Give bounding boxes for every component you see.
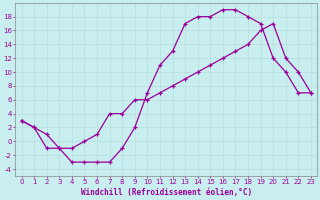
X-axis label: Windchill (Refroidissement éolien,°C): Windchill (Refroidissement éolien,°C) [81, 188, 252, 197]
